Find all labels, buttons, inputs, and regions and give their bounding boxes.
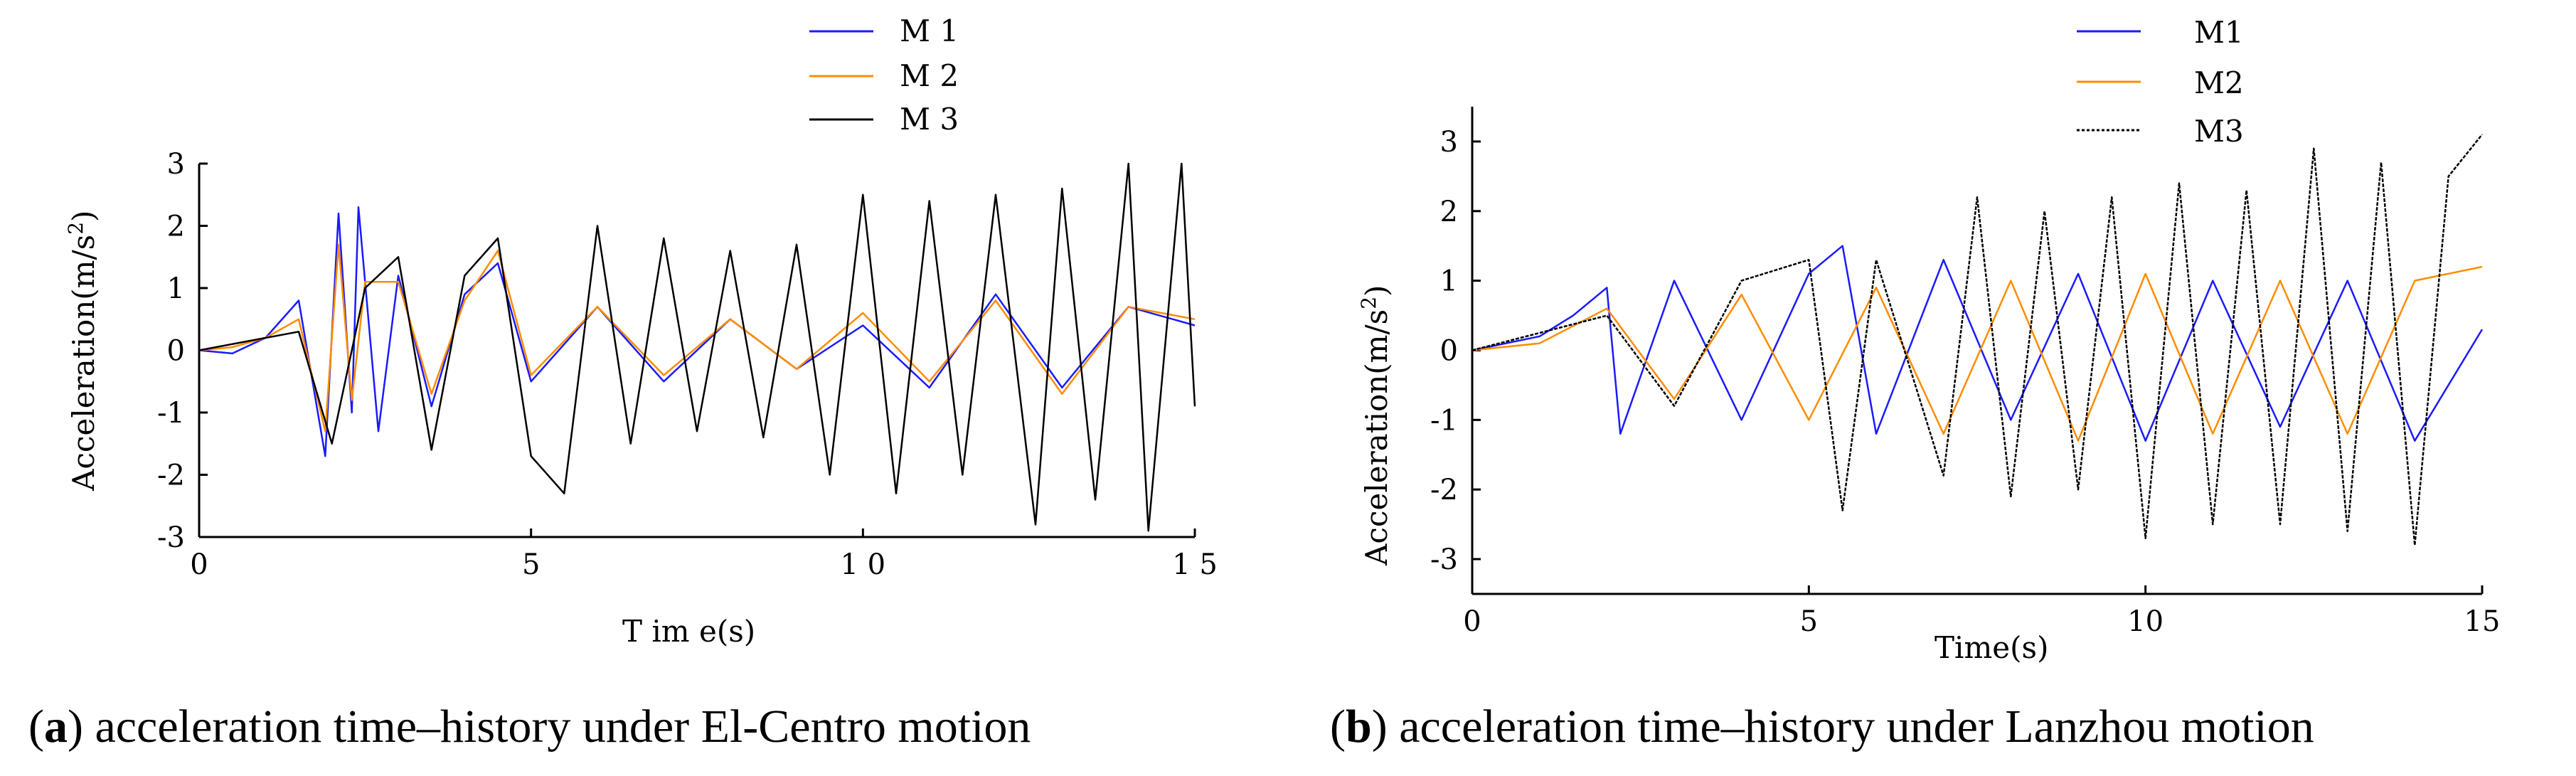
panel-a-series-1 [198, 206, 1196, 457]
panel-a-xtick-label: 1 0 [841, 548, 886, 581]
panel-b-ylabel-main: Acceleration(m/s [1359, 309, 1394, 566]
panel-b: -3 -2 -1 0 1 2 3 0 5 10 15 Time(s) Acceleration(m/… [1330, 15, 2500, 753]
panel-a-series [198, 162, 1196, 532]
panel-b-legend-m1: M1 [2194, 15, 2244, 50]
panel-a-ytick-label: 1 [167, 272, 185, 305]
panel-a-ytick-label: -1 [157, 397, 185, 430]
panel-b-ylabel: Acceleration(m/s2) [1357, 285, 1394, 566]
panel-b-series [1471, 134, 2484, 546]
panel-b-ytick-label: 3 [1440, 126, 1458, 159]
panel-b-series-1 [1471, 245, 2484, 442]
panel-a-ylabel: Acceleration(m/s2) [64, 211, 101, 491]
panel-a-ytick-label: 0 [167, 335, 185, 368]
panel-a-ytick-label: -3 [157, 521, 185, 554]
panel-b-ytick-label: -3 [1430, 543, 1458, 576]
panel-a-caption: (a) acceleration time–history under El-C… [28, 701, 1031, 753]
panel-b-xlabel: Time(s) [1934, 630, 2048, 665]
panel-a-ytick-label: -2 [157, 459, 185, 492]
panel-a-caption-letter: a [44, 701, 68, 753]
panel-a-series-3 [198, 162, 1196, 532]
panel-a-ytick-label: 2 [167, 211, 185, 243]
panel-b-series-3 [1471, 134, 2483, 546]
panel-a-legend-m2: M 2 [900, 58, 959, 93]
panel-a-xlabel: T im e(s) [622, 614, 755, 649]
panel-b-ytick-label: -1 [1430, 404, 1458, 437]
panel-b-ytick-label: 2 [1440, 196, 1458, 228]
panel-b-ticks: -3 -2 -1 0 1 2 3 0 5 10 15 [1430, 126, 2500, 638]
panel-b-legend-m2: M2 [2194, 65, 2244, 100]
panel-b-caption-text: acceleration time–history under Lanzhou … [1388, 701, 2314, 753]
panel-b-legend-m3: M3 [2194, 114, 2244, 149]
panel-b-ytick-label: 1 [1440, 265, 1458, 298]
panel-b-xtick-label: 10 [2127, 605, 2163, 638]
panel-a-ylabel-sup: 2 [64, 222, 87, 235]
panel-a-legend-m3: M 3 [900, 102, 959, 137]
panel-b-series-2 [1471, 265, 2483, 442]
panel-b-xtick-label: 0 [1463, 605, 1481, 638]
panel-a-legend: M 1 M 2 M 3 [809, 14, 959, 137]
panel-b-ytick-label: 0 [1440, 335, 1458, 368]
panel-b-legend: M1 M2 M3 [2077, 15, 2244, 149]
panel-b-caption: (b) acceleration time–history under Lanz… [1330, 701, 2314, 753]
panel-b-ylabel-sup: 2 [1357, 297, 1380, 309]
panel-b-ylabel-tail: ) [1359, 285, 1394, 297]
panel-a-ylabel-tail: ) [66, 211, 101, 222]
panel-b-xtick-label: 15 [2464, 605, 2501, 638]
panel-a-xtick-label: 0 [190, 548, 208, 581]
panel-a-ylabel-main: Acceleration(m/s [66, 235, 101, 491]
panel-a-legend-m1: M 1 [900, 14, 959, 48]
panel-b-ytick-label: -2 [1430, 474, 1458, 506]
panel-b-caption-letter: b [1346, 701, 1372, 753]
panel-a-xtick-label: 5 [522, 548, 540, 581]
panel-b-xtick-label: 5 [1800, 605, 1818, 638]
panel-a-ytick-label: 3 [167, 148, 185, 181]
panel-a-xtick-label: 1 5 [1172, 548, 1218, 581]
panel-a-caption-text: acceleration time–history under El-Centr… [83, 701, 1031, 753]
